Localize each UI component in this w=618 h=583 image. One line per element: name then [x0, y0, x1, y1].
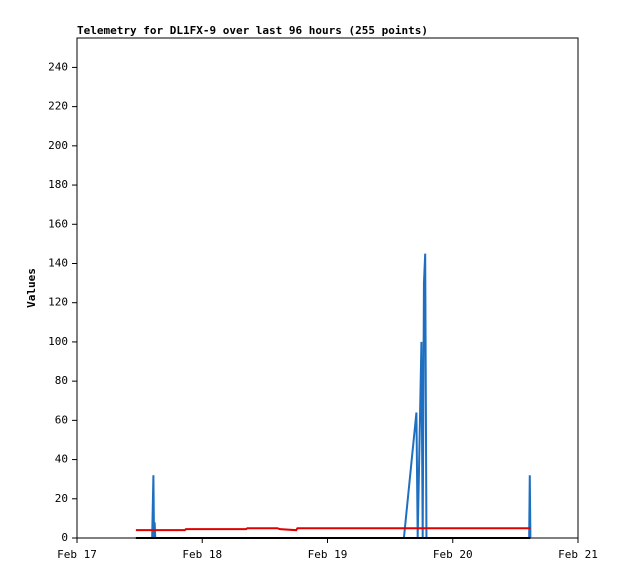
y-tick-label: 240: [48, 60, 68, 73]
y-tick-label: 200: [48, 139, 68, 152]
chart-title: Telemetry for DL1FX-9 over last 96 hours…: [77, 24, 428, 37]
y-tick-label: 180: [48, 178, 68, 191]
x-tick-label: Feb 21: [558, 548, 598, 561]
y-tick-label: 120: [48, 296, 68, 309]
y-tick-label: 20: [55, 492, 68, 505]
y-tick-label: 80: [55, 374, 68, 387]
x-tick-label: Feb 19: [308, 548, 348, 561]
y-tick-label: 160: [48, 217, 68, 230]
series-line: [135, 253, 532, 539]
plot-frame: [76, 37, 579, 539]
series-line: [135, 527, 531, 532]
x-tick-label: Feb 20: [433, 548, 473, 561]
y-tick-label: 140: [48, 256, 68, 269]
y-tick-label: 40: [55, 453, 68, 466]
y-axis-label: Values: [25, 268, 38, 308]
y-tick-label: 220: [48, 100, 68, 113]
x-tick-label: Feb 17: [57, 548, 97, 561]
y-tick-label: 60: [55, 413, 68, 426]
x-tick-label: Feb 18: [182, 548, 222, 561]
y-tick-label: 100: [48, 335, 68, 348]
y-tick-label: 0: [61, 531, 68, 544]
